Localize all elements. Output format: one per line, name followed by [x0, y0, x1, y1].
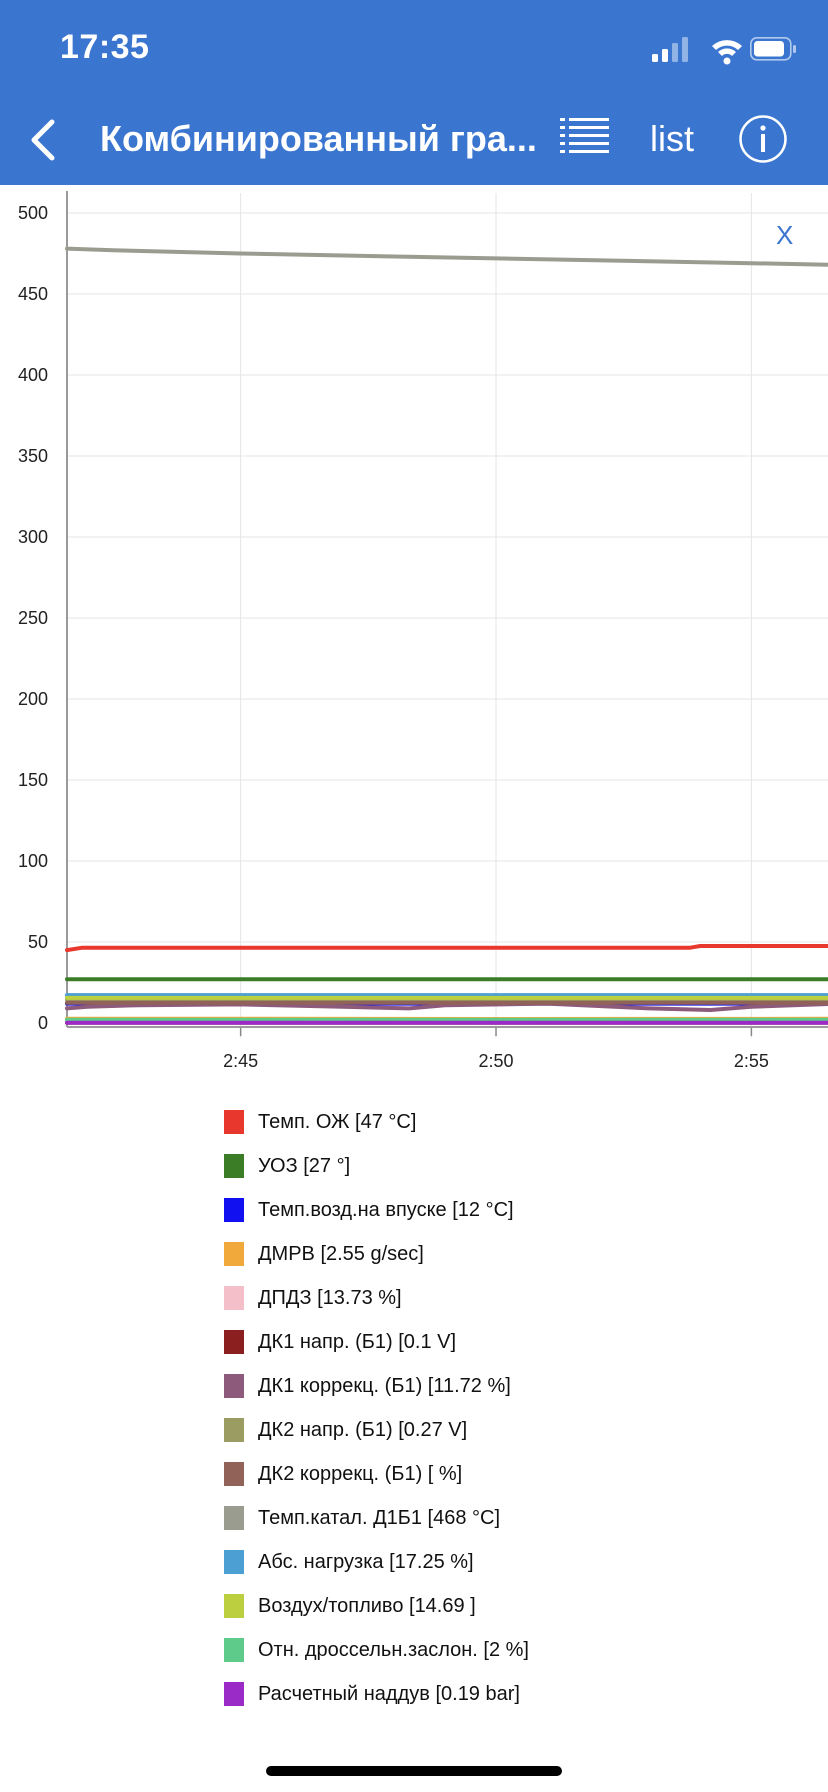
home-indicator — [266, 1766, 562, 1776]
y-tick-label: 100 — [18, 851, 48, 871]
legend-item-1[interactable]: Темп. ОЖ [47 °C] — [224, 1100, 824, 1144]
legend-item-4[interactable]: ДМРВ [2.55 g/sec] — [224, 1232, 824, 1276]
legend-label: УОЗ [27 °] — [258, 1154, 351, 1177]
legend-item-13[interactable]: Отн. дроссельн.заслон. [2 %] — [224, 1628, 824, 1672]
legend-label: ДК1 коррекц. (Б1) [11.72 %] — [258, 1374, 511, 1397]
legend-swatch — [224, 1506, 244, 1530]
legend-item-2[interactable]: УОЗ [27 °] — [224, 1144, 824, 1188]
y-tick-label: 400 — [18, 365, 48, 385]
legend-item-3[interactable]: Темп.возд.на впуске [12 °C] — [224, 1188, 824, 1232]
legend-label: Темп. ОЖ [47 °C] — [258, 1110, 417, 1133]
chart-svg: 0 50 100 150 200 250 300 350 400 450 500 2:45 2:50 2:… — [18, 191, 828, 1071]
legend-swatch — [224, 1286, 244, 1310]
legend-swatch — [224, 1638, 244, 1662]
back-button[interactable] — [18, 110, 68, 170]
series-line-10 — [65, 246, 828, 267]
legend-label: Расчетный наддув [0.19 bar] — [258, 1682, 520, 1705]
list-view-button[interactable] — [560, 118, 610, 158]
legend-item-5[interactable]: ДПДЗ [13.73 %] — [224, 1276, 824, 1320]
y-tick-label: 50 — [28, 932, 48, 952]
legend-label: ДПДЗ [13.73 %] — [258, 1286, 402, 1309]
legend-item-11[interactable]: Абс. нагрузка [17.25 %] — [224, 1540, 824, 1584]
legend-label: ДК1 напр. (Б1) [0.1 V] — [258, 1330, 457, 1353]
y-tick-label: 200 — [18, 689, 48, 709]
info-icon — [739, 115, 787, 163]
status-time: 17:35 — [60, 28, 150, 66]
legend-label: ДК2 коррекц. (Б1) [ %] — [258, 1462, 463, 1485]
list-icon — [560, 118, 609, 153]
info-button[interactable] — [738, 114, 788, 164]
legend-item-9[interactable]: ДК2 коррекц. (Б1) [ %] — [224, 1452, 824, 1496]
series-line-1 — [65, 944, 828, 953]
x-tick-label: 2:50 — [478, 1051, 513, 1071]
close-chart-button[interactable]: X — [776, 220, 794, 250]
x-tick-label: 2:55 — [734, 1051, 769, 1071]
legend-label: ДК2 напр. (Б1) [0.27 V] — [258, 1418, 468, 1441]
wifi-icon — [712, 40, 742, 65]
legend-swatch — [224, 1594, 244, 1618]
y-tick-label: 0 — [38, 1013, 48, 1033]
status-bar-icons — [652, 37, 796, 65]
legend-item-8[interactable]: ДК2 напр. (Б1) [0.27 V] — [224, 1408, 824, 1452]
cellular-signal-icon — [652, 37, 688, 62]
legend-item-6[interactable]: ДК1 напр. (Б1) [0.1 V] — [224, 1320, 824, 1364]
app-header: 17:35 Комбинированный гра... — [0, 0, 828, 185]
legend-label: Темп.возд.на впуске [12 °C] — [258, 1198, 514, 1221]
y-tick-label: 500 — [18, 203, 48, 223]
y-tick-label: 450 — [18, 284, 48, 304]
legend-swatch — [224, 1242, 244, 1266]
battery-icon — [750, 37, 796, 61]
legend-label: Воздух/топливо [14.69 ] — [258, 1594, 476, 1617]
legend-label: Абс. нагрузка [17.25 %] — [258, 1550, 474, 1573]
combined-chart[interactable]: 0 50 100 150 200 250 300 350 400 450 500 2:45 2:50 2:… — [0, 185, 828, 1085]
legend-item-10[interactable]: Темп.катал. Д1Б1 [468 °C] — [224, 1496, 824, 1540]
legend-swatch — [224, 1682, 244, 1706]
legend-swatch — [224, 1374, 244, 1398]
list-text-button[interactable]: list — [650, 118, 694, 159]
legend-swatch — [224, 1154, 244, 1178]
legend-swatch — [224, 1198, 244, 1222]
legend-label: Отн. дроссельн.заслон. [2 %] — [258, 1638, 529, 1661]
legend-item-14[interactable]: Расчетный наддув [0.19 bar] — [224, 1672, 824, 1716]
legend-swatch — [224, 1462, 244, 1486]
y-tick-label: 350 — [18, 446, 48, 466]
legend-swatch — [224, 1330, 244, 1354]
chart-legend: Темп. ОЖ [47 °C] УОЗ [27 °] Темп.возд.на в… — [224, 1100, 824, 1716]
series-line-7 — [65, 1001, 828, 1012]
x-tick-label: 2:45 — [223, 1051, 258, 1071]
legend-swatch — [224, 1550, 244, 1574]
y-tick-label: 150 — [18, 770, 48, 790]
y-tick-label: 300 — [18, 527, 48, 547]
legend-item-7[interactable]: ДК1 коррекц. (Б1) [11.72 %] — [224, 1364, 824, 1408]
legend-label: Темп.катал. Д1Б1 [468 °C] — [258, 1506, 501, 1529]
legend-label: ДМРВ [2.55 g/sec] — [258, 1242, 424, 1265]
legend-item-12[interactable]: Воздух/топливо [14.69 ] — [224, 1584, 824, 1628]
legend-swatch — [224, 1418, 244, 1442]
legend-swatch — [224, 1110, 244, 1134]
page-title: Комбинированный гра... — [100, 118, 537, 159]
y-tick-label: 250 — [18, 608, 48, 628]
chevron-left-icon — [31, 119, 55, 161]
